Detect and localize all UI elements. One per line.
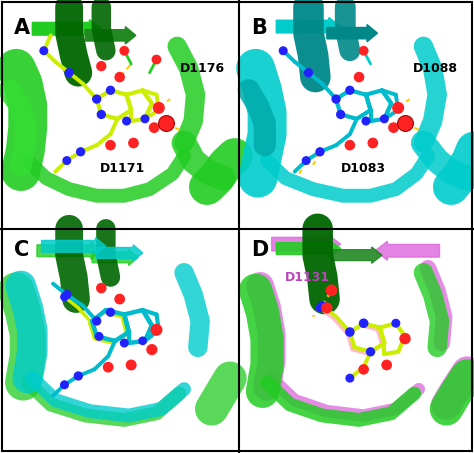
FancyArrow shape [92, 249, 138, 265]
Point [95, 333, 103, 340]
Point [369, 140, 377, 147]
Point [305, 69, 312, 77]
Point [77, 148, 84, 155]
Point [302, 157, 310, 164]
Point [337, 111, 345, 118]
Point [401, 335, 409, 342]
Point [153, 56, 160, 63]
FancyArrow shape [37, 242, 101, 259]
Point [120, 47, 128, 54]
Point [162, 120, 169, 127]
Point [120, 339, 128, 347]
Point [150, 124, 158, 131]
Text: C: C [14, 240, 29, 260]
Point [316, 304, 324, 312]
Text: D1176: D1176 [180, 63, 225, 76]
Point [346, 328, 354, 336]
Point [63, 291, 71, 299]
Point [155, 104, 163, 111]
Point [401, 120, 409, 127]
FancyArrow shape [276, 18, 341, 36]
Point [319, 302, 326, 309]
Text: D1131: D1131 [284, 271, 329, 284]
FancyArrow shape [331, 247, 382, 263]
Text: A: A [14, 18, 30, 38]
Point [360, 366, 367, 373]
Point [104, 364, 112, 371]
Point [61, 381, 68, 388]
Point [316, 148, 324, 155]
Text: D1083: D1083 [341, 162, 386, 175]
Point [93, 96, 100, 103]
Point [346, 375, 354, 382]
Point [98, 63, 105, 70]
Point [148, 346, 155, 353]
Text: D: D [251, 240, 268, 260]
Point [360, 320, 367, 327]
FancyArrow shape [327, 24, 377, 42]
Point [346, 142, 354, 149]
Text: D1171: D1171 [100, 162, 145, 175]
Point [346, 87, 354, 94]
Point [74, 372, 82, 380]
Point [360, 47, 367, 54]
Point [107, 142, 114, 149]
Point [61, 293, 68, 300]
Point [40, 47, 47, 54]
Text: D1088: D1088 [412, 63, 457, 76]
Point [328, 287, 335, 294]
Point [356, 73, 363, 81]
FancyArrow shape [272, 234, 341, 254]
FancyArrow shape [97, 245, 143, 261]
Point [279, 47, 287, 54]
Point [362, 117, 370, 125]
Point [93, 318, 100, 325]
Point [332, 96, 340, 103]
Point [323, 304, 331, 312]
FancyArrow shape [276, 240, 341, 258]
Point [107, 87, 114, 94]
FancyArrow shape [42, 238, 106, 255]
Point [116, 73, 123, 81]
Point [139, 337, 146, 344]
Point [130, 140, 137, 147]
Point [107, 308, 114, 316]
Point [392, 320, 400, 327]
Point [367, 348, 374, 356]
Point [128, 361, 135, 369]
Point [123, 117, 130, 125]
Point [116, 295, 123, 303]
Point [65, 69, 73, 77]
Point [98, 284, 105, 292]
Point [390, 124, 397, 131]
FancyArrow shape [375, 241, 439, 260]
Point [98, 111, 105, 118]
Point [63, 157, 71, 164]
Point [381, 115, 388, 122]
Point [394, 104, 402, 111]
FancyArrow shape [85, 27, 136, 44]
Point [383, 361, 391, 369]
Point [153, 326, 160, 333]
Text: B: B [251, 18, 267, 38]
Point [141, 115, 149, 122]
FancyArrow shape [32, 19, 101, 38]
